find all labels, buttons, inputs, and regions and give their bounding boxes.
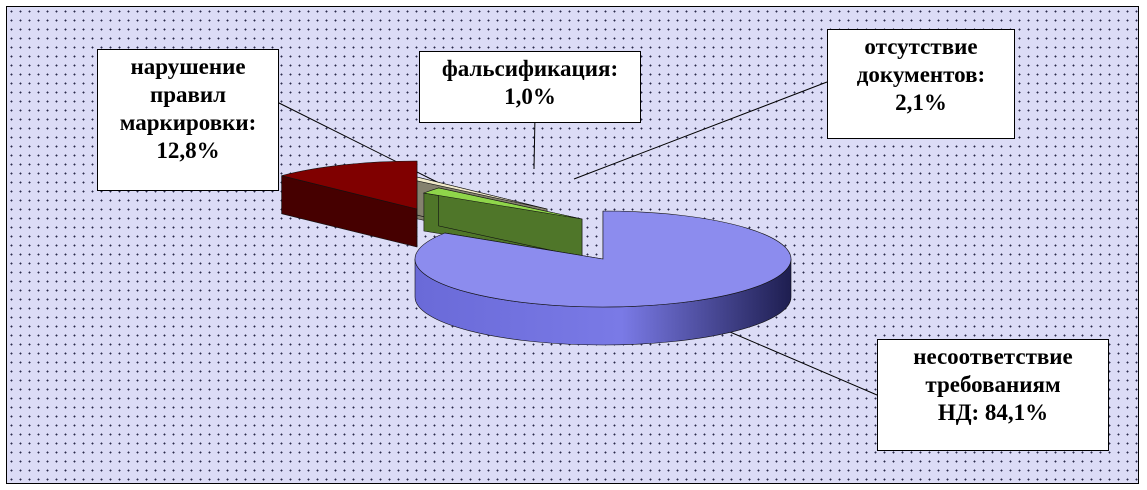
leader-line-docs [573, 81, 828, 180]
chart-area: несоответствие требованиям НД: 84,1% отс… [6, 6, 1139, 484]
leader-line-nd [722, 328, 878, 396]
slice-nd-mismatch [414, 210, 792, 346]
label-falsification: фальсификация: 1,0% [419, 51, 641, 123]
leader-lines [276, 81, 878, 396]
pie-chart [276, 81, 878, 396]
leader-line-falsification [533, 114, 536, 170]
slice-missing-documents [422, 187, 583, 258]
label-marking-violation: нарушение правил маркировки: 12,8% [97, 49, 279, 191]
leader-line-marking [276, 101, 448, 188]
label-nd-mismatch: несоответствие требованиям НД: 84,1% [877, 339, 1109, 451]
slice-marking-violation [281, 160, 418, 248]
label-missing-documents: отсутствие документов: 2,1% [827, 29, 1015, 139]
